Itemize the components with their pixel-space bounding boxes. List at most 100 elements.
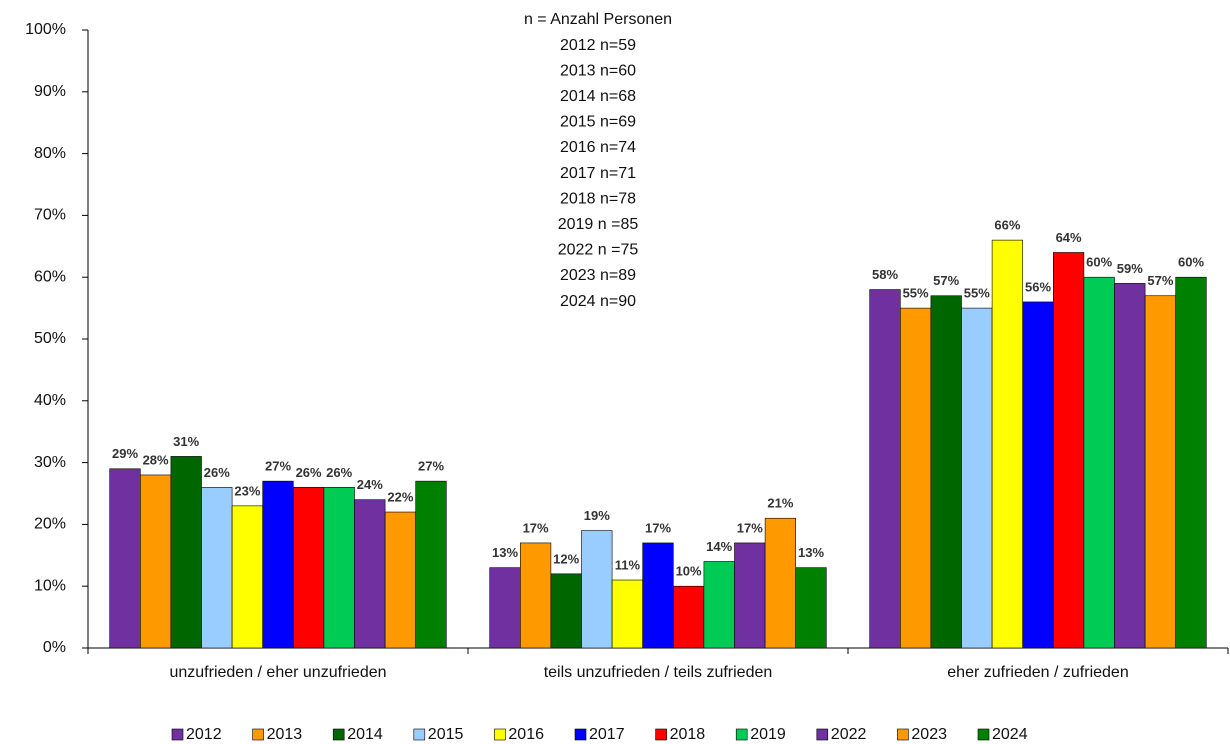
- legend-swatch: [252, 728, 264, 741]
- bar: [201, 487, 233, 649]
- value-label: 26%: [204, 465, 230, 480]
- value-label: 27%: [265, 459, 291, 474]
- value-label: 64%: [1056, 230, 1082, 245]
- value-label: 13%: [492, 545, 518, 560]
- bar: [961, 307, 993, 649]
- legend-label: 2017: [589, 726, 625, 743]
- value-label: 59%: [1117, 261, 1143, 276]
- bar: [1083, 276, 1115, 649]
- value-label: 27%: [418, 459, 444, 474]
- value-label: 10%: [676, 564, 702, 579]
- legend-swatch: [655, 728, 667, 741]
- bar: [642, 542, 674, 649]
- bar: [231, 505, 264, 649]
- legend-label: 2023: [911, 726, 947, 743]
- bar: [611, 579, 643, 649]
- y-tick-label: 50%: [34, 330, 66, 347]
- bar: [323, 487, 355, 649]
- bar: [703, 561, 735, 649]
- annotation: 2022 n =75: [558, 242, 639, 259]
- bar: [292, 487, 325, 649]
- annotation: n = Anzahl Personen: [524, 11, 672, 28]
- bar: [899, 307, 932, 649]
- value-label: 17%: [737, 520, 763, 535]
- legend-swatch: [977, 728, 990, 741]
- value-label: 21%: [767, 496, 793, 511]
- y-tick-label: 90%: [34, 83, 66, 100]
- bar: [354, 499, 386, 649]
- value-label: 28%: [143, 452, 169, 467]
- annotation: 2012 n=59: [560, 37, 636, 54]
- bar: [991, 239, 1023, 649]
- value-label: 14%: [706, 539, 732, 554]
- annotation: 2024 n=90: [560, 293, 636, 310]
- annotation: 2019 n =85: [558, 216, 639, 233]
- bar: [869, 289, 901, 649]
- value-label: 23%: [234, 483, 260, 498]
- bar: [550, 573, 582, 649]
- bar: [1144, 295, 1176, 649]
- value-label: 17%: [523, 520, 549, 535]
- value-label: 26%: [296, 465, 322, 480]
- x-tick-label: eher zufrieden / zufrieden: [947, 664, 1128, 681]
- bar: [1053, 252, 1085, 649]
- bar: [1022, 301, 1054, 649]
- value-label: 58%: [872, 267, 898, 282]
- legend-label: 2024: [992, 726, 1028, 743]
- y-tick-label: 20%: [34, 516, 66, 533]
- y-tick-label: 60%: [34, 268, 66, 285]
- annotation: 2016 n=74: [560, 139, 636, 156]
- annotation: 2013 n=60: [560, 62, 636, 79]
- legend-label: 2019: [750, 726, 786, 743]
- legend-swatch: [897, 728, 909, 741]
- annotation: 2015 n=69: [560, 114, 636, 131]
- bar: [415, 480, 447, 649]
- annotation: 2023 n=89: [560, 267, 636, 284]
- legend-swatch: [494, 728, 506, 741]
- value-label: 22%: [387, 489, 413, 504]
- bar: [262, 480, 294, 649]
- value-label: 56%: [1025, 279, 1051, 294]
- annotation: 2017 n=71: [560, 165, 636, 182]
- value-label: 60%: [1178, 255, 1204, 270]
- value-label: 11%: [615, 557, 641, 572]
- y-tick-label: 0%: [43, 639, 66, 656]
- y-tick-label: 100%: [25, 21, 66, 38]
- legend-label: 2022: [831, 726, 867, 743]
- bar: [734, 542, 766, 649]
- value-label: 55%: [903, 286, 929, 301]
- bar: [170, 456, 202, 649]
- annotation: 2014 n=68: [560, 88, 636, 105]
- y-tick-label: 40%: [34, 392, 66, 409]
- bar: [930, 295, 962, 649]
- legend-swatch: [574, 728, 587, 741]
- legend-label: 2014: [347, 726, 383, 743]
- legend-label: 2012: [186, 726, 222, 743]
- legend-swatch: [413, 728, 426, 741]
- value-label: 31%: [173, 434, 199, 449]
- value-label: 19%: [584, 508, 610, 523]
- value-label: 66%: [994, 218, 1020, 233]
- value-label: 13%: [798, 545, 824, 560]
- legend-swatch: [816, 728, 829, 741]
- value-label: 57%: [1147, 273, 1173, 288]
- legend-swatch: [171, 728, 184, 741]
- x-tick-label: unzufrieden / eher unzufrieden: [169, 664, 386, 681]
- bar: [384, 511, 417, 649]
- value-label: 17%: [645, 520, 671, 535]
- bar: [795, 567, 827, 649]
- y-tick-label: 30%: [34, 454, 66, 471]
- legend-label: 2013: [267, 726, 303, 743]
- value-label: 26%: [326, 465, 352, 480]
- y-tick-label: 70%: [34, 207, 66, 224]
- value-label: 12%: [553, 551, 579, 566]
- y-tick-label: 10%: [34, 577, 66, 594]
- y-tick-label: 80%: [34, 145, 66, 162]
- legend-label: 2016: [508, 726, 544, 743]
- legend-swatch: [735, 728, 748, 741]
- annotation: 2018 n=78: [560, 190, 636, 207]
- bar: [489, 567, 521, 649]
- bar: [140, 474, 172, 649]
- legend-label: 2018: [670, 726, 706, 743]
- x-tick-label: teils unzufrieden / teils zufrieden: [544, 664, 773, 681]
